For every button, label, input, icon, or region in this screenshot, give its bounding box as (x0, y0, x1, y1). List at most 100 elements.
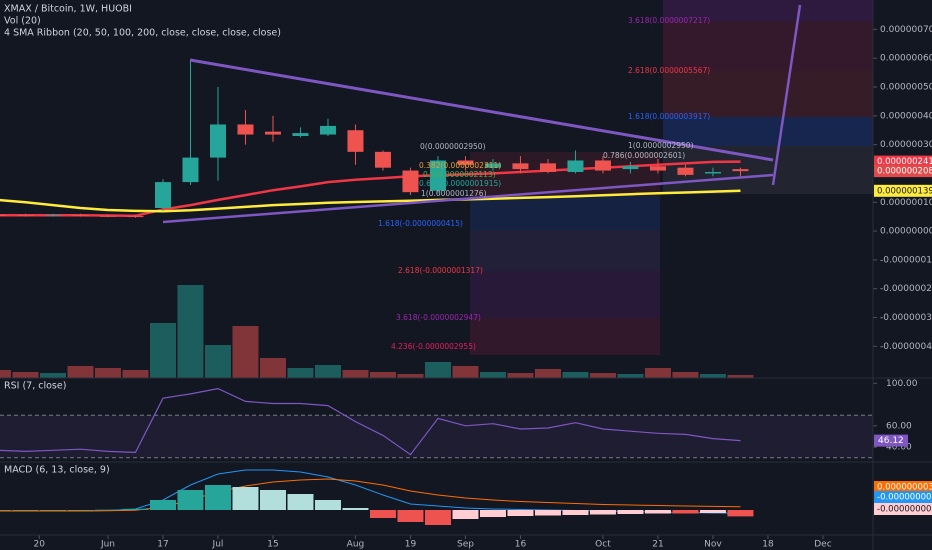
volume-bar (424, 362, 451, 378)
macd-label: 0.0000000033 (877, 483, 932, 493)
candle-body (649, 166, 666, 171)
macd-histogram-bar (534, 510, 561, 516)
macd-histogram-bar (314, 500, 341, 510)
y-tick-label: -0.0000001000 (880, 255, 932, 265)
candle-body (182, 157, 199, 183)
candle-body (209, 124, 226, 158)
fib-zone (663, 21, 873, 71)
y-tick-label: 0.0000004000 (880, 111, 932, 121)
trend-line (771, 4, 802, 186)
macd-histogram-bar (617, 510, 644, 514)
candle-body (319, 125, 336, 135)
candle-body (17, 215, 34, 217)
volume-bar (122, 370, 149, 378)
volume-bar (589, 373, 616, 378)
macd-label: -0.0000000031 (877, 493, 932, 503)
price-label-box (874, 155, 932, 168)
macd-histogram-bar (369, 510, 396, 518)
macd-label-box (874, 503, 932, 515)
price-label-box (874, 184, 932, 197)
macd-histogram-bar (589, 510, 616, 515)
fib-label: 1.618(0.0000003917) (628, 112, 710, 121)
macd-histogram-bar (342, 508, 369, 510)
fib-label: 0(0.0000002950) (420, 142, 486, 151)
candle-body (402, 170, 419, 193)
x-tick-label: Jun (100, 540, 115, 550)
fib-zone (663, 71, 873, 117)
candle-body (704, 172, 721, 174)
macd-histogram-bar (397, 510, 424, 522)
volume-title: Vol (20) (4, 16, 41, 27)
fib-label: 1(0.0000002950) (628, 141, 694, 150)
macd-label-box (874, 491, 932, 503)
candle-body (732, 169, 749, 172)
y-tick-label: 0.0000006000 (880, 54, 932, 64)
candle-body (292, 133, 309, 136)
x-tick-label: Aug (347, 540, 365, 550)
volume-bar (0, 370, 11, 378)
y-tick-label: -0.0000004000 (880, 342, 932, 352)
candle-body (457, 160, 474, 165)
volume-bar (672, 372, 699, 378)
macd-line (0, 469, 741, 514)
macd-histogram-bar (452, 510, 479, 519)
candle-body (347, 130, 364, 152)
volume-bar (342, 370, 369, 378)
x-tick-label: Sep (457, 540, 474, 550)
candle-body (539, 163, 556, 173)
macd-label: -0.0000000064 (877, 505, 932, 515)
fib-label: 1(0.0000001276) (421, 189, 487, 198)
fib-zone (470, 196, 660, 230)
fib-label: 3.618(0.0000007217) (628, 16, 710, 25)
macd-histogram-bar (0, 510, 11, 511)
y-tick-label: 100.00 (886, 379, 918, 389)
rsi-line (0, 387, 741, 456)
macd-histogram-bar (12, 510, 39, 511)
y-tick-label: 0.0000000000 (880, 227, 932, 237)
x-tick-label: Oct (595, 540, 611, 550)
volume-bar (727, 375, 754, 378)
x-tick-label: Jul (212, 540, 224, 550)
sma-line (0, 189, 741, 213)
fib-label: 2.618(-0.0000001317) (398, 266, 483, 275)
candle-body (127, 216, 144, 218)
fib-label: 4.236(-0.0000002955) (391, 342, 476, 351)
candle-body (0, 214, 6, 216)
macd-title: MACD (6, 13, close, 9) (4, 465, 110, 476)
candle-body (237, 124, 254, 135)
fib-label: 1.618(-0.0000000415) (378, 219, 463, 228)
macd-histogram-bar (562, 510, 589, 515)
fib-label: 0.786(0.0000002601) (603, 151, 685, 160)
macd-histogram-bar (122, 508, 149, 510)
fib-zone (470, 230, 660, 271)
x-tick-label: 18 (762, 540, 774, 550)
macd-histogram-bar (424, 510, 451, 525)
macd-label-box (874, 481, 932, 493)
price-label: 0.0000001397 (877, 186, 932, 196)
volume-bar (314, 365, 341, 378)
fib-label: 0.618(0.0000001915) (419, 179, 501, 188)
volume-bar (12, 372, 39, 378)
ribbon-title: 4 SMA Ribbon (20, 50, 100, 200, close, c… (4, 28, 281, 39)
volume-bar (204, 345, 231, 378)
macd-histogram-bar (259, 490, 286, 510)
fib-zone (663, 0, 873, 21)
y-tick-label: -0.0000003000 (880, 313, 932, 323)
y-tick-label: -0.0000002000 (880, 284, 932, 294)
candle-body (484, 163, 501, 168)
macd-histogram-bar (479, 510, 506, 517)
fib-left (470, 152, 660, 355)
candle-body (154, 182, 171, 209)
macd-histogram-bar (149, 500, 176, 510)
fib-label: 2.618(0.0000005567) (628, 66, 710, 75)
fib-label: 0.382(0.0000002311) (419, 161, 501, 170)
macd-histogram-bar (39, 510, 66, 511)
y-tick-label: 0.0000007000 (880, 25, 932, 35)
x-tick-label: 15 (267, 540, 278, 550)
macd-histogram-bar (67, 510, 94, 511)
volume-bar (644, 368, 671, 378)
macd-line (0, 478, 741, 512)
